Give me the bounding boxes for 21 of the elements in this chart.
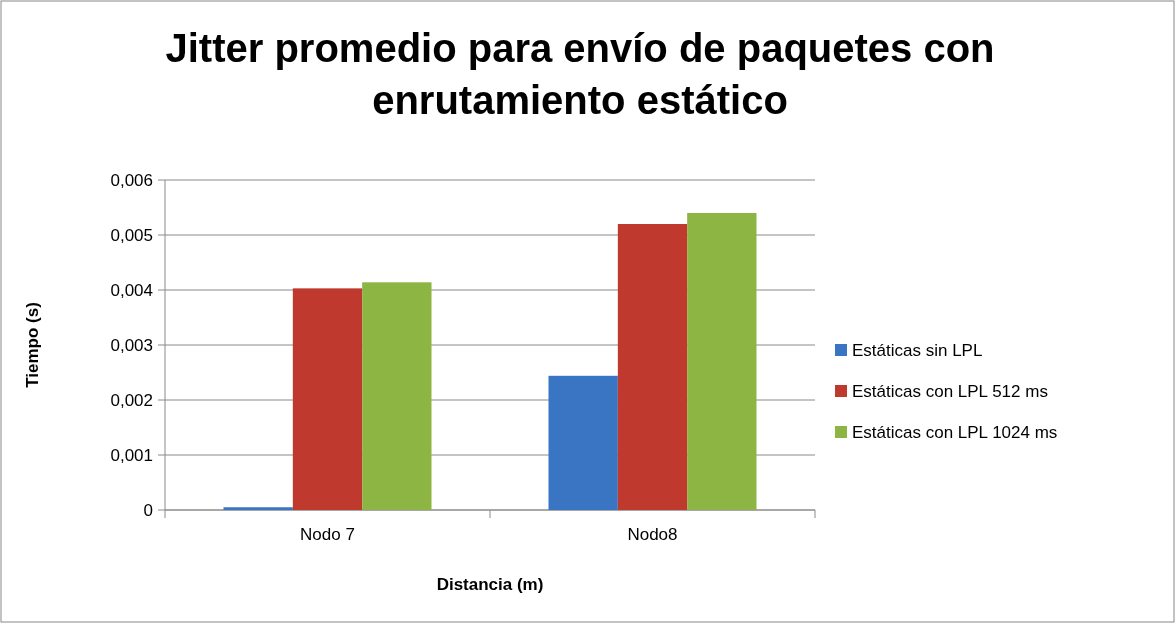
bar	[617, 224, 688, 510]
y-tick-label: 0,004	[110, 280, 153, 300]
bar	[223, 507, 293, 510]
y-tick-label: 0,002	[110, 390, 153, 410]
bar	[687, 213, 757, 510]
chart-title: Jitter promedio para envío de paquetes con enrutamiento estático	[165, 26, 995, 122]
y-axis-title: Tiempo (s)	[23, 302, 42, 388]
bar	[292, 288, 363, 510]
bar	[362, 282, 432, 510]
y-tick-label: 0	[143, 500, 153, 520]
y-tick-label: 0,003	[110, 335, 153, 355]
y-tick-label: 0,006	[110, 170, 153, 190]
bar	[548, 375, 618, 510]
legend-label: Estáticas con LPL 1024 ms	[852, 422, 1058, 442]
x-axis-title: Distancia (m)	[436, 575, 544, 594]
x-tick-label: Nodo 7	[300, 525, 355, 544]
x-tick-label: Nodo8	[627, 525, 678, 544]
y-tick-label: 0,005	[110, 225, 153, 245]
y-tick-label: 0,001	[110, 445, 153, 465]
legend-label: Estáticas con LPL 512 ms	[852, 381, 1048, 401]
legend-label: Estáticas sin LPL	[852, 340, 983, 360]
